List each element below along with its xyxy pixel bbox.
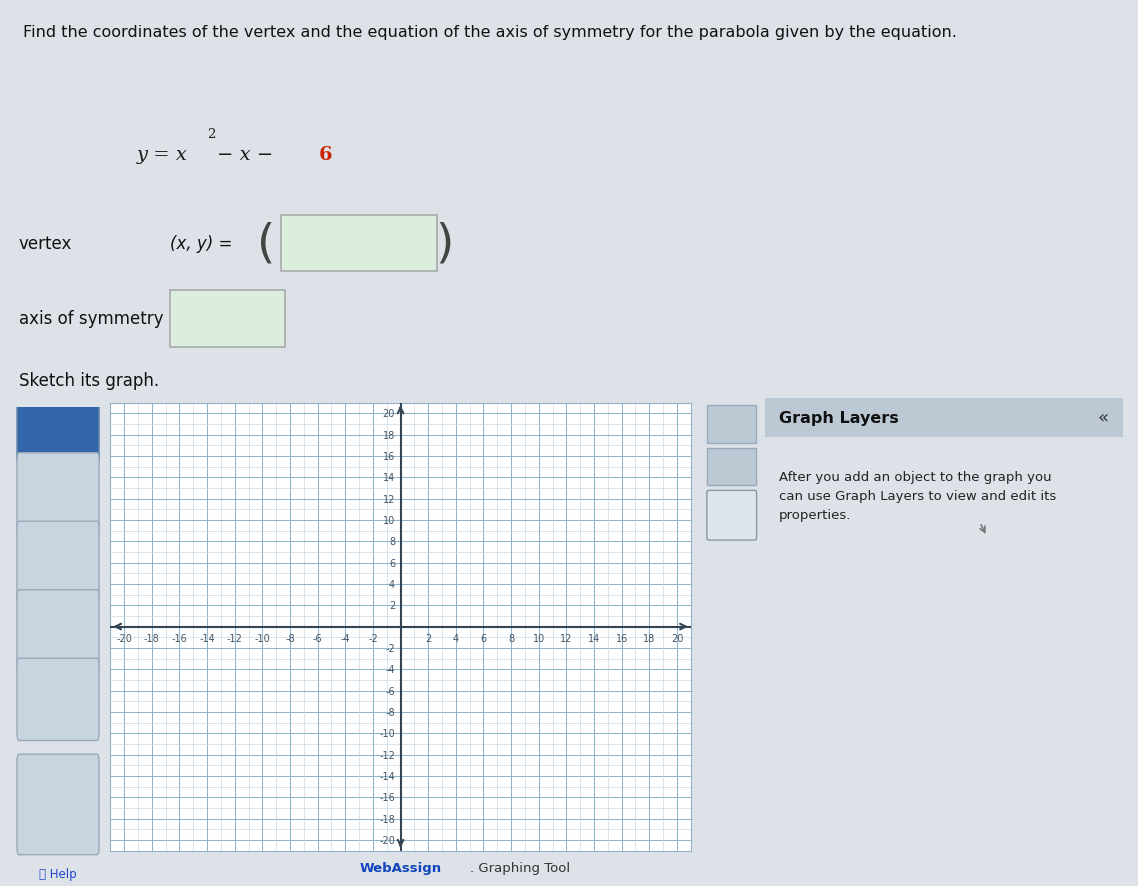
- Text: After you add an object to the graph you
can use Graph Layers to view and edit i: After you add an object to the graph you…: [780, 470, 1056, 522]
- Text: 16: 16: [382, 451, 395, 462]
- Text: ↗: ↗: [48, 414, 68, 438]
- Text: 2: 2: [207, 128, 216, 141]
- Text: y = x: y = x: [138, 146, 188, 164]
- Text: 20: 20: [382, 408, 395, 419]
- Text: 14: 14: [382, 473, 395, 483]
- Text: 20: 20: [670, 633, 683, 643]
- Text: •: •: [51, 689, 65, 710]
- Text: 6: 6: [389, 558, 395, 568]
- FancyBboxPatch shape: [17, 522, 99, 603]
- Text: axis of symmetry: axis of symmetry: [18, 310, 163, 328]
- Text: 10: 10: [382, 516, 395, 525]
- Text: 14: 14: [588, 633, 600, 643]
- Text: 16: 16: [616, 633, 628, 643]
- Text: 12: 12: [382, 494, 395, 504]
- Text: WebAssign: WebAssign: [360, 861, 442, 874]
- Text: 2: 2: [426, 633, 431, 643]
- Text: vertex: vertex: [18, 235, 72, 253]
- FancyBboxPatch shape: [765, 399, 1123, 438]
- Text: -8: -8: [386, 707, 395, 717]
- Text: ⤢: ⤢: [51, 485, 65, 504]
- Text: -16: -16: [172, 633, 188, 643]
- Text: 18: 18: [382, 430, 395, 440]
- Text: -4: -4: [386, 664, 395, 674]
- Text: -6: -6: [313, 633, 322, 643]
- Text: -10: -10: [379, 728, 395, 738]
- Text: − x −: − x −: [217, 146, 280, 164]
- Text: 18: 18: [643, 633, 655, 643]
- FancyBboxPatch shape: [707, 491, 757, 540]
- Text: -12: -12: [379, 750, 395, 759]
- Text: -2: -2: [386, 643, 395, 653]
- Text: -18: -18: [145, 633, 159, 643]
- Text: «: «: [1098, 409, 1108, 427]
- Text: 10: 10: [533, 633, 545, 643]
- Text: 6: 6: [319, 146, 332, 164]
- Text: . Graphing Tool: . Graphing Tool: [470, 861, 570, 874]
- Text: -8: -8: [286, 633, 295, 643]
- Text: 2: 2: [389, 601, 395, 610]
- Text: 4: 4: [453, 633, 459, 643]
- Text: -20: -20: [379, 835, 395, 845]
- Text: -10: -10: [255, 633, 270, 643]
- FancyBboxPatch shape: [708, 406, 756, 443]
- Text: ⓘ Help: ⓘ Help: [39, 867, 77, 880]
- FancyBboxPatch shape: [17, 658, 99, 741]
- Text: ○: ○: [48, 553, 68, 572]
- Text: -12: -12: [226, 633, 242, 643]
- Text: -18: -18: [379, 813, 395, 824]
- Text: 6: 6: [480, 633, 487, 643]
- Text: ∪: ∪: [50, 621, 66, 641]
- FancyBboxPatch shape: [17, 754, 99, 855]
- Text: -14: -14: [199, 633, 215, 643]
- Text: -16: -16: [379, 792, 395, 803]
- Text: Fill: Fill: [725, 528, 739, 539]
- Text: No
Solution: No Solution: [36, 793, 80, 816]
- Text: (: (: [257, 222, 275, 266]
- Text: -6: -6: [386, 686, 395, 696]
- Text: Find the coordinates of the vertex and the equation of the axis of symmetry for : Find the coordinates of the vertex and t…: [23, 25, 956, 40]
- Text: -14: -14: [379, 771, 395, 781]
- Text: -4: -4: [340, 633, 351, 643]
- Text: 12: 12: [560, 633, 572, 643]
- Text: Sketch its graph.: Sketch its graph.: [18, 372, 159, 390]
- Text: 4: 4: [389, 579, 395, 589]
- Text: (x, y) =: (x, y) =: [171, 235, 233, 253]
- FancyBboxPatch shape: [708, 448, 756, 486]
- FancyBboxPatch shape: [17, 385, 99, 467]
- Text: 8: 8: [508, 633, 514, 643]
- Text: 8: 8: [389, 537, 395, 547]
- FancyBboxPatch shape: [17, 590, 99, 672]
- FancyBboxPatch shape: [281, 216, 437, 271]
- Text: ): ): [435, 222, 453, 266]
- Text: -2: -2: [368, 633, 378, 643]
- FancyBboxPatch shape: [171, 291, 284, 347]
- Text: -20: -20: [116, 633, 132, 643]
- Text: Graph Layers: Graph Layers: [780, 411, 899, 425]
- Text: ↓: ↓: [724, 499, 740, 518]
- FancyBboxPatch shape: [17, 453, 99, 535]
